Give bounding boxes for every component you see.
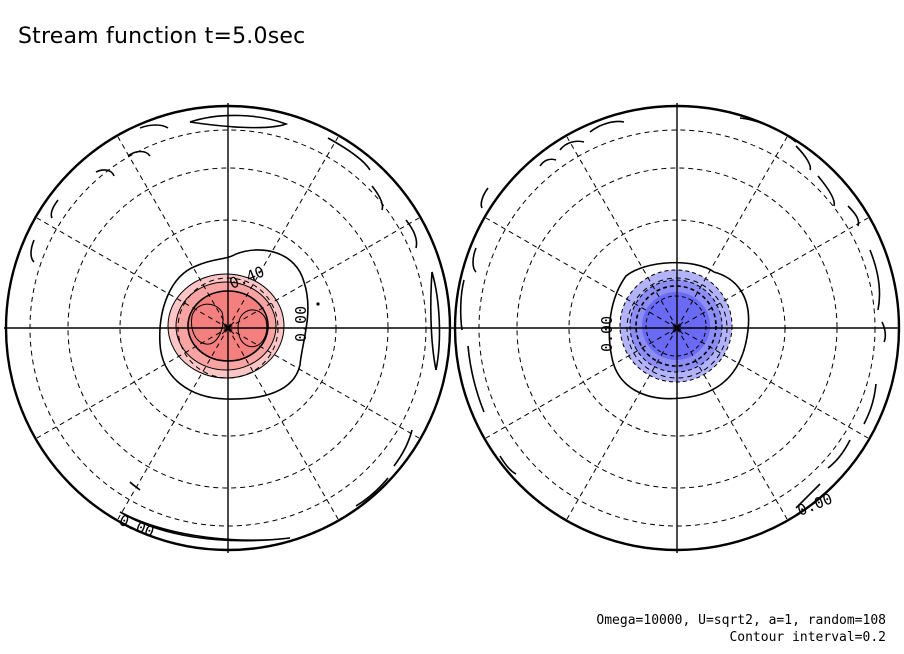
right-meridians [485,136,869,520]
contour-interval-text: Contour interval=0.2 [729,630,886,645]
right-boundary-circle [453,104,901,552]
footer-info: Omega=10000, U=sqrt2, a=1, random=108 Co… [596,612,886,646]
pole-markers [221,321,684,335]
left-outer-contours [30,114,441,542]
right-contour-label-000-outer: 0.00 [795,489,835,519]
left-contour-label-000-outer: 0.00 [117,511,157,541]
left-contour-label-000-inner: 0.00 [292,306,310,342]
right-outer-contours [459,117,887,509]
left-dot-marker [316,302,320,306]
left-vortex-contours [159,249,309,400]
right-contour-label-000-inner: 0.00 [598,316,616,352]
right-hemisphere-plot: 0.00 0.00 [452,103,901,553]
plot-title: Stream function t=5.0sec [18,24,306,49]
left-boundary-circle [4,104,452,552]
right-vortex-contours [608,261,750,400]
parameters-text: Omega=10000, U=sqrt2, a=1, random=108 [596,613,886,628]
